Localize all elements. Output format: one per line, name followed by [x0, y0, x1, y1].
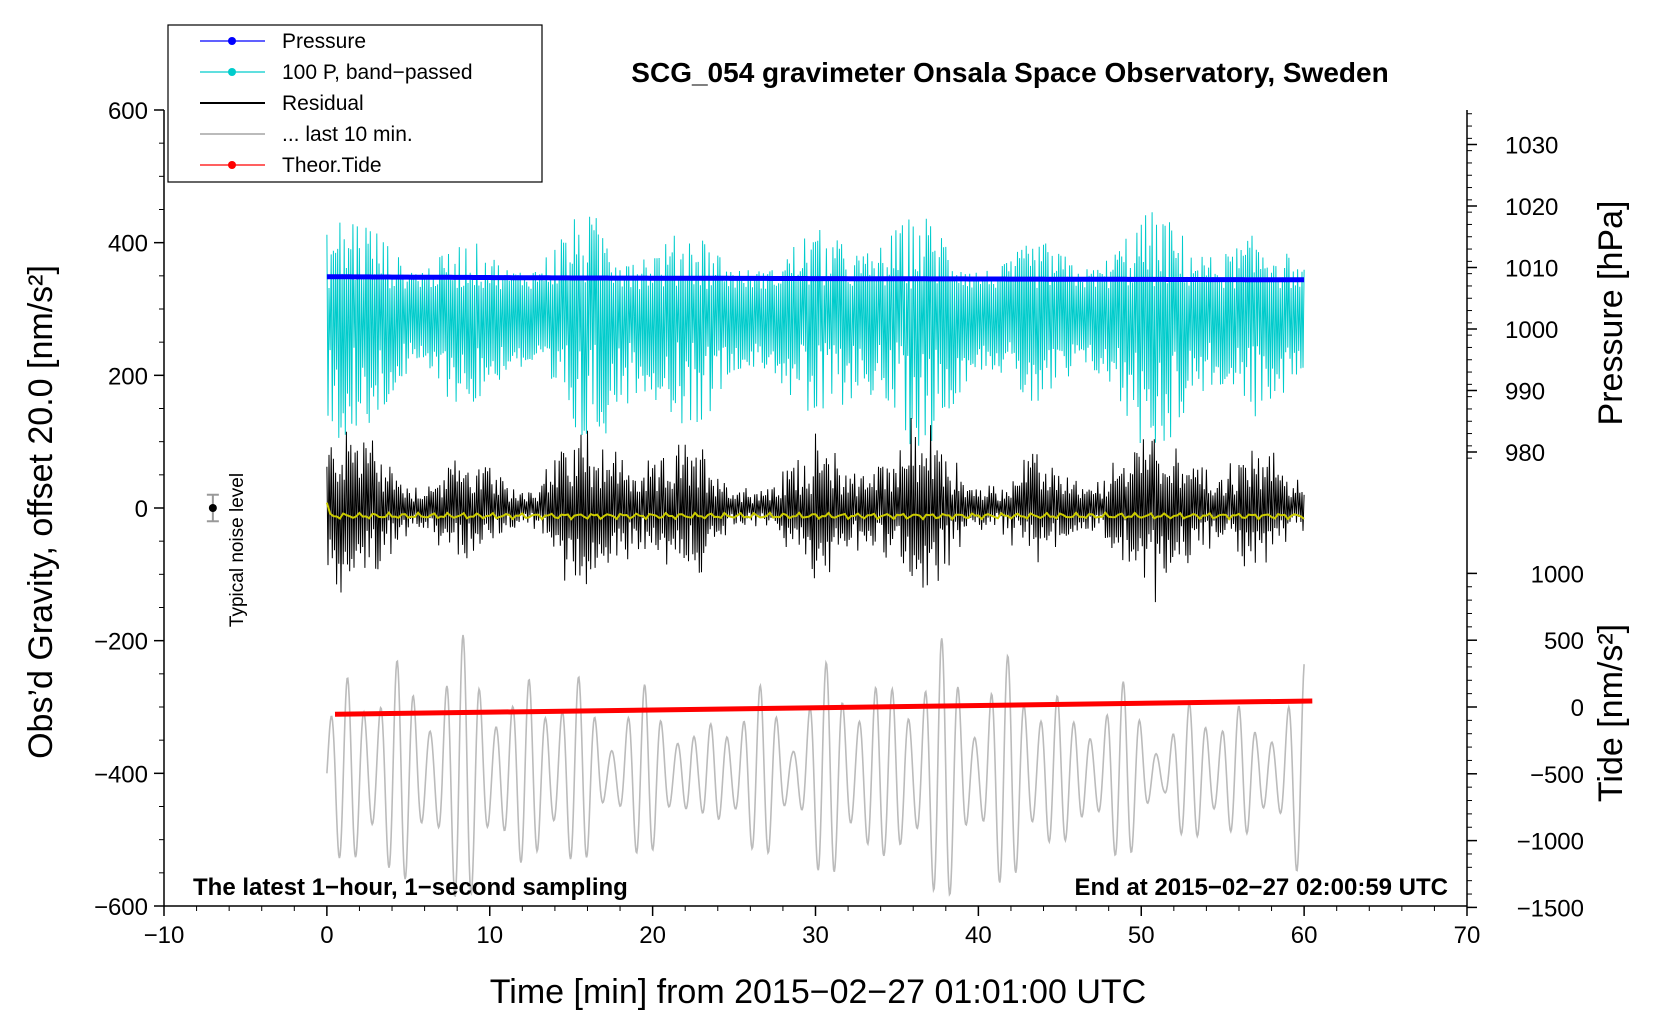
pressure-axis-title: Pressure [hPa]	[1592, 201, 1630, 426]
x-tick-label: 10	[476, 922, 503, 949]
legend-label: Residual	[282, 92, 364, 115]
legend-label: Pressure	[282, 30, 366, 53]
chart-title: SCG_054 gravimeter Onsala Space Observat…	[631, 57, 1388, 88]
legend-marker	[228, 68, 236, 76]
tide-tick-label: −1500	[1517, 895, 1584, 922]
theoretical-tide-series	[334, 698, 1313, 717]
bandpassed-pressure-series	[326, 212, 1305, 446]
y-tick-label: −600	[94, 894, 148, 921]
pressure-tick-label: 1020	[1505, 194, 1558, 221]
x-tick-label: 20	[639, 922, 666, 949]
residual-smoothed-series	[325, 502, 1305, 521]
x-tick-label: 60	[1291, 922, 1318, 949]
residual-series	[326, 417, 1305, 603]
y-axis-gravity: 600 400 200 0 −200 −400 −600	[94, 98, 164, 921]
legend-label: Theor.Tide	[282, 154, 382, 177]
tide-tick-label: −500	[1530, 762, 1584, 789]
tide-tick-label: −1000	[1517, 829, 1584, 856]
x-tick-label: 40	[965, 922, 992, 949]
x-tick-label: 50	[1128, 922, 1155, 949]
y-tick-label: −400	[94, 761, 148, 788]
legend: Pressure 100 P, band−passed Residual ... la…	[167, 24, 543, 183]
last-10-min-series	[326, 634, 1305, 898]
y-axis-title: Obs’d Gravity, offset 20.0 [nm/s²]	[22, 265, 60, 759]
tide-tick-label: 0	[1571, 695, 1584, 722]
note-sampling: The latest 1−hour, 1−second sampling	[193, 874, 628, 901]
pressure-tick-label: 980	[1505, 440, 1545, 467]
x-tick-label: −10	[144, 922, 185, 949]
y-axis-pressure: 1030 1020 1010 1000 990 980	[1467, 113, 1558, 467]
note-end-time: End at 2015−02−27 02:00:59 UTC	[1074, 874, 1448, 901]
legend-label: ... last 10 min.	[282, 123, 413, 146]
x-tick-label: 70	[1454, 922, 1481, 949]
y-tick-label: −200	[94, 629, 148, 656]
x-tick-label: 0	[320, 922, 333, 949]
x-axis-title: Time [min] from 2015−02−27 01:01:00 UTC	[490, 973, 1146, 1011]
pressure-tick-label: 990	[1505, 379, 1545, 406]
tide-tick-label: 1000	[1531, 561, 1584, 588]
pressure-tick-label: 1010	[1505, 256, 1558, 283]
y-axis-tide: 1000 500 0 −500 −1000 −1500	[1467, 561, 1584, 922]
y-tick-label: 200	[108, 363, 148, 390]
noise-level-label: Typical noise level	[227, 473, 248, 627]
y-tick-label: 600	[108, 98, 148, 125]
noise-point	[208, 504, 217, 512]
tide-tick-label: 500	[1544, 628, 1584, 655]
legend-marker	[228, 161, 236, 169]
pressure-series	[326, 274, 1305, 283]
legend-label: 100 P, band−passed	[282, 61, 473, 84]
noise-level-marker	[206, 493, 219, 523]
tide-axis-title: Tide [nm/s²]	[1592, 624, 1630, 802]
y-tick-label: 400	[108, 231, 148, 258]
pressure-tick-label: 1000	[1505, 317, 1558, 344]
legend-marker	[228, 37, 236, 45]
x-axis: −10 0 10 20 30 40 50 60 70	[144, 906, 1481, 949]
y-tick-label: 0	[135, 496, 148, 523]
x-tick-label: 30	[802, 922, 829, 949]
pressure-tick-label: 1030	[1505, 133, 1558, 160]
